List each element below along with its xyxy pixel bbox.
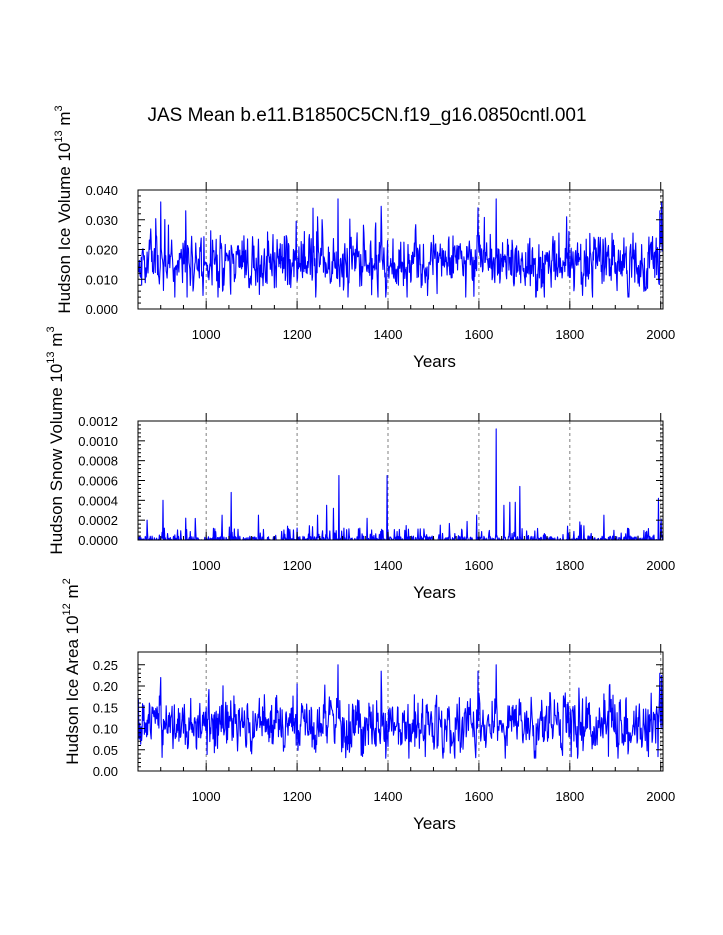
y-axis-title-main: Hudson Snow Volume 10 bbox=[47, 364, 66, 555]
x-tick-label: 1800 bbox=[555, 789, 584, 804]
x-tick-label: 1200 bbox=[283, 789, 312, 804]
y-axis-title: Hudson Snow Volume 1013 m3 bbox=[45, 326, 66, 554]
y-tick-label: 0.030 bbox=[85, 213, 118, 228]
y-tick-label: 0.25 bbox=[93, 658, 118, 673]
y-tick-label: 0.020 bbox=[85, 243, 118, 258]
x-tick-label: 1400 bbox=[374, 789, 403, 804]
x-tick-label: 1400 bbox=[374, 558, 403, 573]
x-tick-label: 1200 bbox=[283, 558, 312, 573]
x-tick-label: 1400 bbox=[374, 327, 403, 342]
x-tick-label: 1600 bbox=[464, 789, 493, 804]
y-tick-label: 0.05 bbox=[93, 743, 118, 758]
y-axis-title-unit-exponent: 2 bbox=[61, 578, 73, 584]
y-tick-label: 0.0000 bbox=[78, 533, 118, 548]
series-line bbox=[137, 428, 664, 541]
panel-2: 1000 1200 1400 1600 1800 2000 0.0000 0.0002 0.00… bbox=[45, 326, 675, 602]
y-axis-title-unit: m bbox=[55, 111, 74, 130]
x-axis-title: Years bbox=[413, 583, 456, 602]
y-tick-label: 0.010 bbox=[85, 272, 118, 287]
y-tick-label: 0.000 bbox=[85, 302, 118, 317]
y-axis-title-unit-exponent: 3 bbox=[45, 326, 57, 332]
x-tick-label: 1000 bbox=[192, 558, 221, 573]
x-axis-title: Years bbox=[413, 352, 456, 371]
y-tick-label: 0.20 bbox=[93, 679, 118, 694]
x-axis-title: Years bbox=[413, 814, 456, 833]
panel-1: 1000 1200 1400 1600 1800 2000 0.000 0.010 0.020 0… bbox=[53, 105, 675, 371]
x-tick-label: 1200 bbox=[283, 327, 312, 342]
series-line bbox=[137, 198, 664, 298]
y-axis-title-exponent: 13 bbox=[53, 130, 65, 142]
series-line bbox=[137, 664, 664, 759]
x-tick-label: 1800 bbox=[555, 327, 584, 342]
y-axis-title-exponent: 13 bbox=[45, 351, 57, 363]
panel-3: 1000 1200 1400 1600 1800 2000 0.00 0.05 0.10 0.15… bbox=[61, 578, 675, 833]
x-tick-label: 1000 bbox=[192, 789, 221, 804]
y-tick-label: 0.040 bbox=[85, 183, 118, 198]
x-tick-label: 1000 bbox=[192, 327, 221, 342]
figure-title: JAS Mean b.e11.B1850C5CN.f19_g16.0850cnt… bbox=[147, 105, 586, 126]
y-tick-label: 0.10 bbox=[93, 722, 118, 737]
y-axis-title-exponent: 12 bbox=[61, 603, 73, 615]
x-tick-label: 2000 bbox=[646, 789, 675, 804]
y-tick-label: 0.0004 bbox=[78, 493, 118, 508]
x-tick-label: 2000 bbox=[646, 558, 675, 573]
y-tick-label: 0.00 bbox=[93, 764, 118, 779]
y-axis-title: Hudson Ice Area 1012 m2 bbox=[61, 578, 82, 765]
y-axis-title-unit: m bbox=[47, 333, 66, 352]
x-tick-label: 1600 bbox=[464, 327, 493, 342]
y-axis-title: Hudson Ice Volume 1013 m3 bbox=[53, 105, 74, 313]
y-tick-label: 0.0008 bbox=[78, 454, 118, 469]
y-axis-title-main: Hudson Ice Area 10 bbox=[63, 615, 82, 764]
y-axis-title-unit: m bbox=[63, 584, 82, 603]
x-tick-label: 2000 bbox=[646, 327, 675, 342]
x-tick-label: 1800 bbox=[555, 558, 584, 573]
plot-frame bbox=[137, 651, 664, 772]
y-axis-title-unit-exponent: 3 bbox=[53, 105, 65, 111]
y-tick-label: 0.0010 bbox=[78, 434, 118, 449]
plot-frame bbox=[137, 420, 664, 541]
y-tick-label: 0.0006 bbox=[78, 474, 118, 489]
y-tick-label: 0.0002 bbox=[78, 513, 118, 528]
y-tick-label: 0.15 bbox=[93, 700, 118, 715]
y-axis-title-main: Hudson Ice Volume 10 bbox=[55, 143, 74, 314]
x-tick-label: 1600 bbox=[464, 558, 493, 573]
y-tick-label: 0.0012 bbox=[78, 414, 118, 429]
